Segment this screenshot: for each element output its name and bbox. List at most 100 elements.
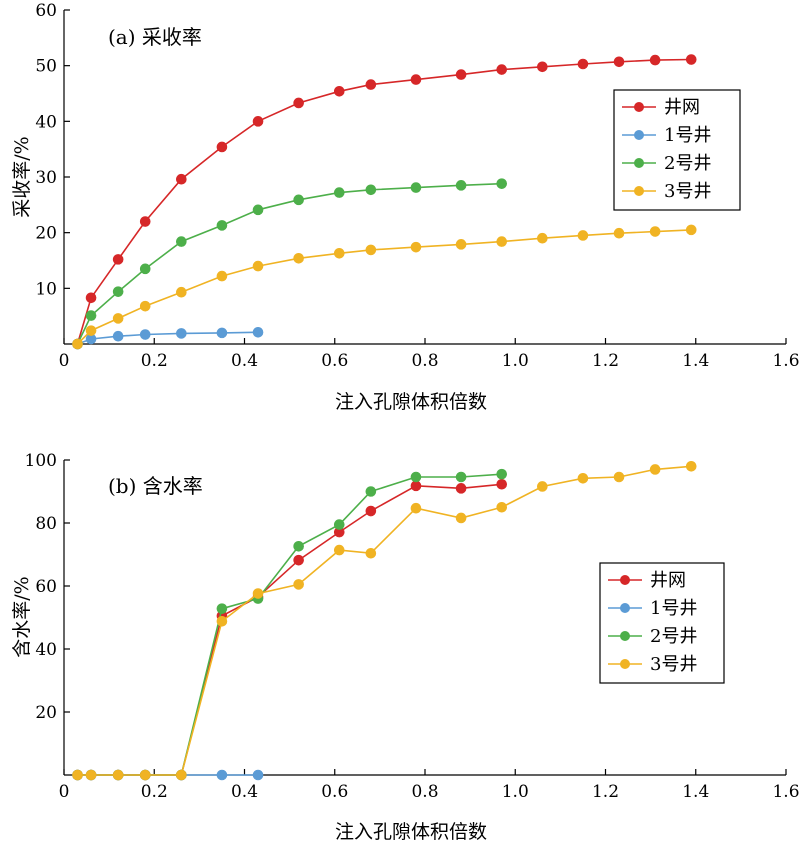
data-point [216,327,228,339]
data-point [455,180,467,191]
data-point [85,310,97,321]
data-point [293,554,304,566]
data-point [216,769,228,781]
data-point [577,230,589,241]
legend-label: 3号井 [664,181,711,202]
data-point [496,501,508,513]
series-2 [72,178,508,350]
x-tick-label: 1.4 [682,351,709,371]
data-point [176,236,187,247]
data-point [496,478,508,490]
y-axis-label: 采收率/% [11,136,33,217]
data-point [685,54,697,65]
legend-marker [620,603,630,613]
data-point [216,220,228,231]
data-point [293,541,304,552]
x-axis-label: 注入孔隙体积倍数 [335,821,487,843]
data-point [333,519,345,530]
data-point [216,615,228,627]
data-point [252,260,264,272]
data-point [649,54,661,66]
data-point [112,286,124,297]
data-point [139,769,151,781]
data-point [455,239,467,250]
x-tick-label: 0.4 [231,782,258,802]
data-point [685,224,697,236]
data-point [139,300,151,312]
data-point [496,64,508,75]
x-tick-label: 0.6 [321,782,348,802]
data-point [333,247,345,259]
data-point [455,483,467,494]
series-3 [72,224,697,350]
data-point [333,544,345,556]
series-line [77,331,259,345]
data-point [293,252,304,264]
data-point [293,194,304,206]
legend-marker [620,575,630,585]
data-point [333,85,345,97]
data-point [85,325,97,336]
panel-title: (b) 含水率 [108,474,203,498]
data-point [112,254,124,265]
data-point [613,56,625,68]
data-point [252,327,264,338]
legend-label: 2号井 [664,153,711,174]
data-point [613,227,625,239]
data-point [333,187,345,198]
x-axis-label: 注入孔隙体积倍数 [335,391,487,413]
y-tick-label: 60 [35,1,57,21]
data-point [410,74,422,85]
data-point [176,286,187,298]
data-point [410,502,422,514]
x-tick-label: 0.2 [141,782,168,802]
data-point [176,328,187,339]
y-tick-label: 20 [35,703,57,723]
data-point [252,588,264,599]
x-tick-label: 0 [59,351,70,371]
series-2 [72,468,508,781]
data-point [577,58,589,70]
legend-marker [620,631,630,641]
data-point [365,184,377,196]
legend: 井网 1号井 2号井 3号井 [613,89,741,211]
data-point [293,97,304,109]
panel-title: (a) 采收率 [108,25,202,49]
data-point [112,769,124,781]
data-point [649,226,661,237]
data-point [112,330,124,342]
x-tick-label: 0.4 [231,351,258,371]
x-tick-label: 0.6 [321,351,348,371]
series-1 [72,327,264,350]
data-point [139,329,151,340]
y-tick-label: 30 [35,168,57,188]
data-point [410,471,422,483]
chart-panel-b: 0 0.2 0.4 0.6 0.8 1.0 1.2 1.4 1.6 20 40 60 80 100 注入孔隙… [11,451,800,843]
data-point [365,244,377,256]
legend-label: 1号井 [664,125,711,146]
data-point [252,204,264,216]
x-tick-label: 1.2 [592,782,619,802]
series-line [77,465,692,776]
data-point [410,480,422,492]
data-point [139,263,151,275]
data-point [455,471,467,483]
data-point [216,270,228,282]
data-point [537,481,548,492]
x-tick-label: 0.2 [141,351,168,371]
series-0 [72,54,697,350]
series-line [77,483,502,776]
data-point [365,79,377,90]
y-tick-label: 80 [35,514,57,534]
data-point [537,61,548,73]
data-point [216,603,228,614]
y-tick-label: 40 [35,112,57,132]
data-point [252,769,264,781]
series-line [77,473,502,776]
legend-marker [634,102,644,112]
data-point [365,505,377,517]
y-tick-label: 100 [25,451,57,471]
x-tick-label: 1.4 [682,782,709,802]
data-point [496,236,508,247]
